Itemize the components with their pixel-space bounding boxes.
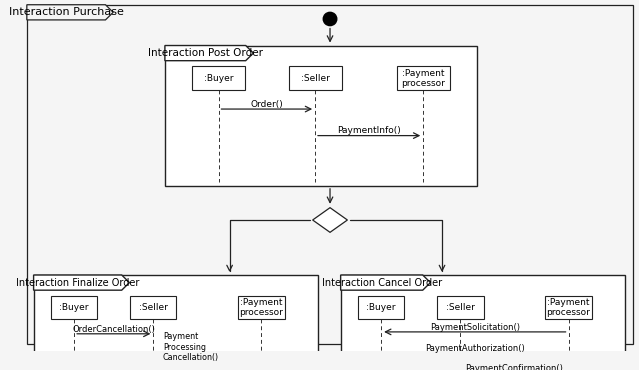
Bar xyxy=(192,66,245,90)
Bar xyxy=(341,275,626,370)
Text: Interaction Finalize Order: Interaction Finalize Order xyxy=(16,278,139,287)
Text: Interaction Cancel Order: Interaction Cancel Order xyxy=(321,278,442,287)
Text: :Payment
processor: :Payment processor xyxy=(401,68,445,88)
Text: :Buyer: :Buyer xyxy=(59,303,89,312)
Bar xyxy=(51,296,97,319)
Bar xyxy=(437,296,484,319)
Bar xyxy=(238,296,284,319)
Circle shape xyxy=(323,12,337,26)
Polygon shape xyxy=(312,208,348,232)
Polygon shape xyxy=(165,46,254,61)
Bar xyxy=(34,275,318,370)
Text: :Buyer: :Buyer xyxy=(366,303,396,312)
Text: PaymentAuthorization(): PaymentAuthorization() xyxy=(425,343,525,353)
Bar xyxy=(397,66,450,90)
Text: :Payment
processor: :Payment processor xyxy=(546,297,590,317)
Text: Payment
Processing
Cancellation(): Payment Processing Cancellation() xyxy=(163,332,219,362)
Polygon shape xyxy=(27,5,113,20)
Polygon shape xyxy=(34,275,130,290)
Bar xyxy=(358,296,404,319)
Bar xyxy=(165,46,477,186)
Text: PaymentInfo(): PaymentInfo() xyxy=(337,127,401,135)
Text: OrderCancellation(): OrderCancellation() xyxy=(72,324,155,334)
Text: :Seller: :Seller xyxy=(446,303,475,312)
Text: :Buyer: :Buyer xyxy=(204,74,233,83)
Polygon shape xyxy=(341,275,431,290)
Text: Interaction Post Order: Interaction Post Order xyxy=(148,48,263,58)
Text: :Payment
processor: :Payment processor xyxy=(240,297,284,317)
Bar xyxy=(288,66,342,90)
Bar xyxy=(545,296,592,319)
Text: PaymentConfirmation(): PaymentConfirmation() xyxy=(465,364,564,370)
Text: Order(): Order() xyxy=(250,100,283,109)
Text: :Seller: :Seller xyxy=(300,74,330,83)
Text: :Seller: :Seller xyxy=(139,303,168,312)
Text: PaymentSolicitation(): PaymentSolicitation() xyxy=(430,323,520,332)
Text: Interaction Purchase: Interaction Purchase xyxy=(9,7,123,17)
Bar xyxy=(130,296,176,319)
